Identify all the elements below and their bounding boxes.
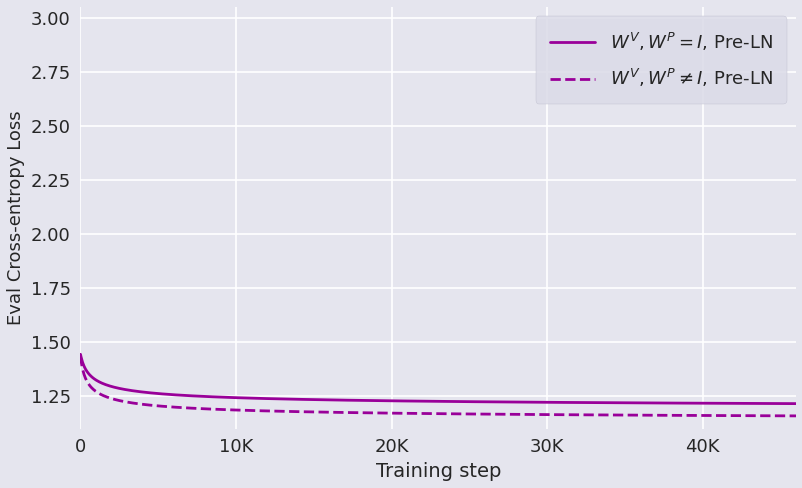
Line: $W^V, W^P \neq I$, Pre-LN: $W^V, W^P \neq I$, Pre-LN: [80, 356, 795, 416]
$W^V, W^P = I$, Pre-LN: [566, 400, 576, 406]
$W^V, W^P = I$, Pre-LN: [646, 400, 655, 406]
$W^V, W^P = I$, Pre-LN: [365, 398, 375, 404]
$W^V, W^P = I$, Pre-LN: [148, 390, 158, 396]
$W^V, W^P \neq I$, Pre-LN: [75, 353, 85, 359]
$W^V, W^P \neq I$, Pre-LN: [148, 403, 158, 408]
X-axis label: Training step: Training step: [375, 462, 500, 481]
Y-axis label: Eval Cross-entropy Loss: Eval Cross-entropy Loss: [7, 111, 25, 325]
$W^V, W^P \neq I$, Pre-LN: [633, 412, 642, 418]
$W^V, W^P = I$, Pre-LN: [633, 400, 642, 406]
$W^V, W^P = I$, Pre-LN: [75, 351, 85, 357]
$W^V, W^P = I$, Pre-LN: [391, 398, 400, 404]
$W^V, W^P \neq I$, Pre-LN: [790, 413, 800, 419]
$W^V, W^P = I$, Pre-LN: [790, 401, 800, 407]
$W^V, W^P \neq I$, Pre-LN: [365, 410, 375, 416]
Line: $W^V, W^P = I$, Pre-LN: $W^V, W^P = I$, Pre-LN: [80, 354, 795, 404]
$W^V, W^P \neq I$, Pre-LN: [646, 412, 655, 418]
$W^V, W^P \neq I$, Pre-LN: [391, 410, 400, 416]
Legend: $W^V, W^P = I$, Pre-LN, $W^V, W^P \neq I$, Pre-LN: $W^V, W^P = I$, Pre-LN, $W^V, W^P \neq I…: [535, 16, 786, 103]
$W^V, W^P \neq I$, Pre-LN: [566, 412, 576, 418]
